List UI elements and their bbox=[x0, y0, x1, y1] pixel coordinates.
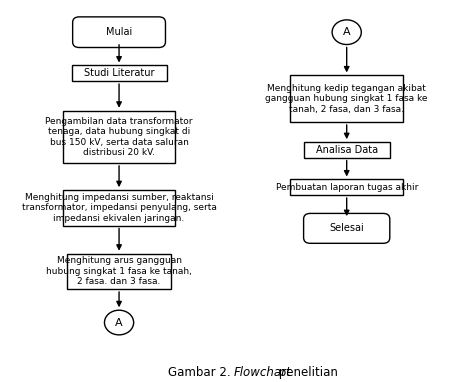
Text: Selesai: Selesai bbox=[329, 223, 364, 233]
Text: Analisa Data: Analisa Data bbox=[315, 145, 378, 155]
Text: Mulai: Mulai bbox=[106, 27, 132, 37]
FancyBboxPatch shape bbox=[304, 214, 390, 243]
Text: Menghitung kedip tegangan akibat
gangguan hubung singkat 1 fasa ke
tanah, 2 fasa: Menghitung kedip tegangan akibat ganggua… bbox=[265, 84, 428, 113]
Text: Pembuatan laporan tugas akhir: Pembuatan laporan tugas akhir bbox=[276, 183, 418, 192]
Circle shape bbox=[332, 20, 361, 45]
FancyBboxPatch shape bbox=[63, 111, 176, 163]
Text: Pengambilan data transformator
tenaga, data hubung singkat di
bus 150 kV, serta : Pengambilan data transformator tenaga, d… bbox=[45, 117, 193, 157]
Circle shape bbox=[104, 310, 134, 335]
FancyBboxPatch shape bbox=[304, 142, 390, 158]
FancyBboxPatch shape bbox=[63, 190, 176, 225]
FancyBboxPatch shape bbox=[67, 254, 171, 289]
FancyBboxPatch shape bbox=[290, 75, 403, 122]
FancyBboxPatch shape bbox=[73, 17, 166, 47]
Text: Menghitung arus gangguan
hubung singkat 1 fasa ke tanah,
2 fasa. dan 3 fasa.: Menghitung arus gangguan hubung singkat … bbox=[46, 256, 192, 286]
FancyBboxPatch shape bbox=[72, 65, 167, 81]
Text: A: A bbox=[115, 317, 123, 327]
Text: Menghitung impedansi sumber, reaktansi
transformator, impedansi penyulang, serta: Menghitung impedansi sumber, reaktansi t… bbox=[22, 193, 217, 223]
Text: Flowchart: Flowchart bbox=[234, 366, 292, 379]
FancyBboxPatch shape bbox=[290, 180, 403, 195]
Text: A: A bbox=[343, 27, 351, 37]
Text: Studi Literatur: Studi Literatur bbox=[84, 68, 154, 78]
Text: penelitian: penelitian bbox=[275, 366, 338, 379]
Text: Gambar 2.: Gambar 2. bbox=[168, 366, 234, 379]
